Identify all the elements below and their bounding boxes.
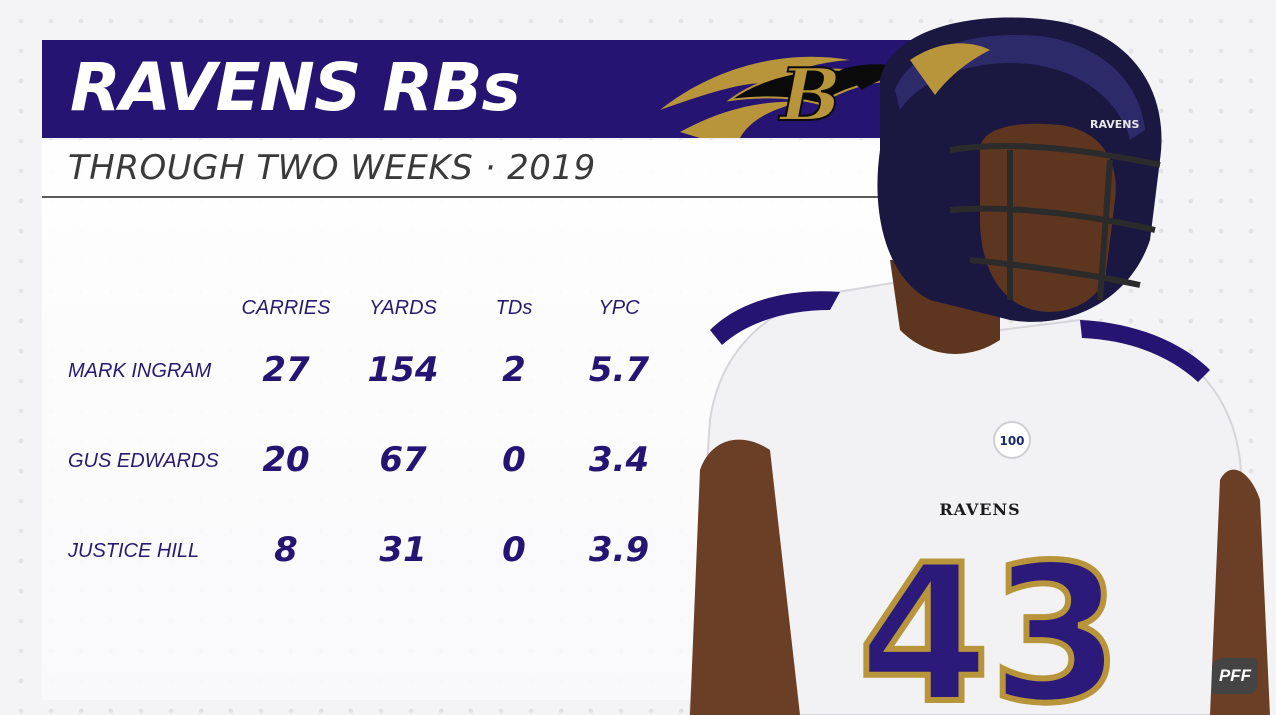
yards-value: 67 [379,440,427,480]
ypc-value: 3.4 [588,440,650,480]
player-name: JUSTICE HILL [68,540,200,562]
carries-value: 27 [262,350,310,390]
page-subtitle: THROUGH TWO WEEKS · 2019 [68,148,596,188]
carries-value: 20 [262,440,310,480]
tds-value: 0 [502,440,526,480]
column-header-yards: YARDS [369,297,437,319]
jersey-number: 43 [858,524,1122,715]
yards-value: 154 [367,350,439,390]
helmet-label: RAVENS [1090,118,1139,131]
page-title: RAVENS RBs [70,49,521,126]
tds-value: 0 [502,530,526,570]
jersey-team-text: RAVENS [939,500,1020,519]
yards-value: 31 [379,530,427,570]
title-bar: RAVENS RBs B [42,40,922,138]
column-header-carries: CARRIES [241,297,331,319]
column-header-tds: TDs [495,297,533,319]
carries-value: 8 [274,530,298,570]
svg-text:100: 100 [999,434,1024,448]
column-header-ypc: YPC [598,297,640,319]
ypc-value: 5.7 [588,350,650,390]
pff-logo: PFF [1212,658,1258,694]
svg-text:B: B [778,52,841,137]
divider [42,196,882,198]
tds-value: 2 [502,350,526,390]
player-photo: RAVENS RAVENS 100 43 [688,17,1270,715]
ypc-value: 3.9 [588,530,650,570]
player-name: GUS EDWARDS [68,450,219,472]
player-name: MARK INGRAM [68,360,212,382]
